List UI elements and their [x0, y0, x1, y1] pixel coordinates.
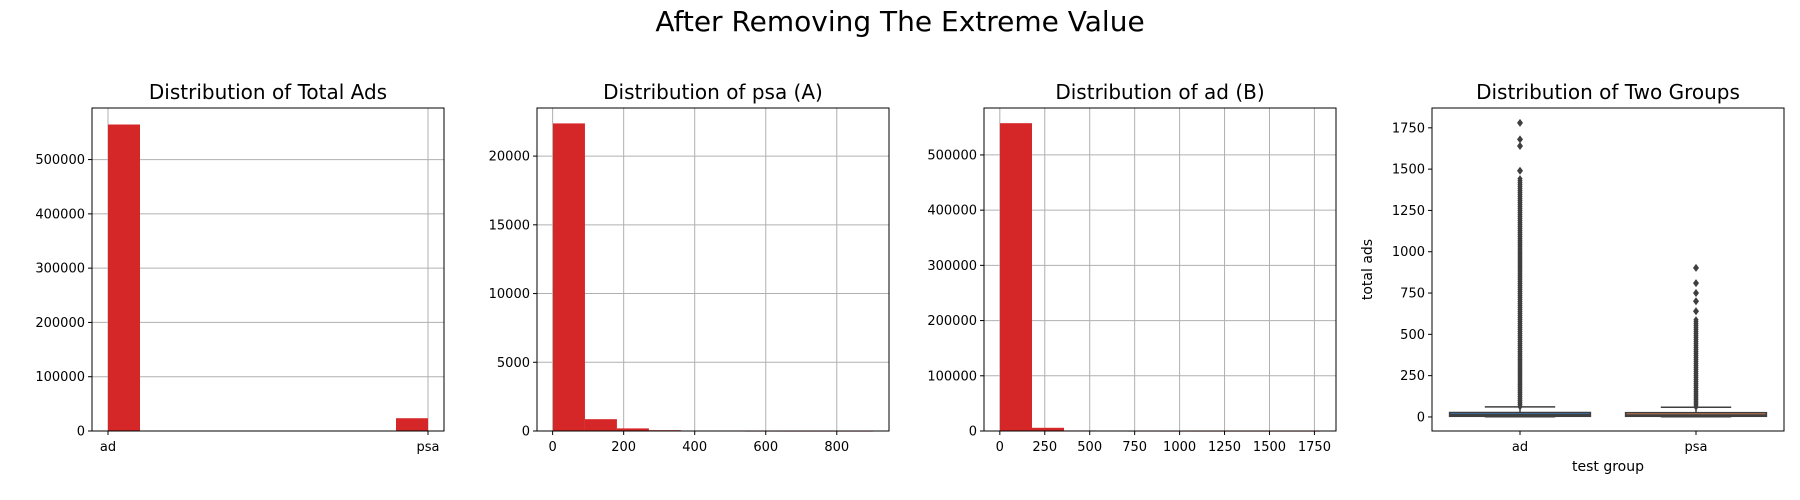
subplot-2: 0 5000 10000 15000 20000 0 200 400 600 800 Distrib…: [489, 80, 890, 455]
histogram-bar: [1032, 427, 1064, 431]
subplot-title: Distribution of Two Groups: [1476, 80, 1740, 104]
histogram-bar: [584, 419, 617, 431]
y-tick-label: 200000: [35, 316, 85, 331]
y-tick-label: 750: [1400, 287, 1425, 302]
x-tick-label: ad: [1512, 440, 1528, 455]
x-tick-label: 0: [548, 440, 556, 455]
y-tick-label: 500000: [927, 148, 977, 163]
y-tick-label: 0: [1417, 410, 1425, 425]
x-axis-label: test group: [1572, 459, 1644, 475]
x-tick-label: 800: [824, 440, 849, 455]
y-tick-label: 100000: [35, 370, 85, 385]
outlier-point: [1517, 175, 1523, 183]
x-tick-label: 1500: [1253, 440, 1286, 455]
x-tick-label: 400: [682, 440, 707, 455]
box-psa: [1624, 263, 1768, 418]
x-tick-label: psa: [1685, 440, 1708, 455]
outlier-point: [1693, 316, 1699, 324]
plot-frame: [983, 107, 1337, 432]
subplot-title: Distribution of Total Ads: [149, 80, 387, 104]
outlier-point: [1517, 118, 1523, 127]
y-tick-label: 10000: [489, 287, 530, 302]
x-tick-label: 750: [1122, 440, 1147, 455]
outlier-point: [1693, 289, 1699, 298]
y-tick-label: 250: [1400, 369, 1425, 384]
y-tick-label: 1500: [1392, 163, 1425, 178]
x-tick-label: 1750: [1298, 440, 1331, 455]
histogram-bar: [1000, 123, 1032, 431]
figure-title: After Removing The Extreme Value: [655, 5, 1144, 38]
outlier-point: [1693, 297, 1699, 306]
y-tick-label: 100000: [927, 369, 977, 384]
histogram-bar: [108, 124, 140, 431]
histogram-bar: [616, 428, 649, 431]
y-tick-label: 20000: [489, 150, 530, 165]
y-tick-label: 1000: [1392, 245, 1425, 260]
x-tick-label: psa: [417, 440, 440, 455]
outlier-point: [1693, 307, 1699, 316]
y-tick-label: 0: [522, 425, 530, 440]
x-tick-label: 250: [1032, 440, 1057, 455]
x-tick-label: 500: [1077, 440, 1102, 455]
plot-frame: [91, 107, 445, 432]
x-tick-label: ad: [100, 440, 116, 455]
subplot-title: Distribution of psa (A): [603, 80, 823, 104]
y-axis-label: total ads: [1360, 239, 1376, 300]
outlier-point: [1693, 263, 1699, 272]
plot-frame: [536, 107, 890, 432]
y-tick-label: 500000: [35, 153, 85, 168]
outlier-point: [1517, 166, 1523, 175]
outlier-point: [1517, 142, 1523, 150]
subplot-3: 0 100000 200000 300000 400000 500000 0 250 500 75…: [927, 80, 1337, 455]
x-tick-label: 1000: [1163, 440, 1196, 455]
x-tick-label: 600: [753, 440, 778, 455]
y-tick-label: 0: [969, 425, 977, 440]
x-tick-label: 200: [611, 440, 636, 455]
y-tick-label: 1750: [1392, 121, 1425, 136]
y-tick-label: 15000: [489, 218, 530, 233]
outlier-point: [1693, 279, 1699, 288]
x-tick-label: 1250: [1208, 440, 1241, 455]
y-tick-label: 5000: [497, 356, 530, 371]
plot-frame: [1431, 107, 1785, 432]
box-ad: [1448, 118, 1592, 418]
subplot-4: 0 250 500 750 1000 1250 1500 1750 ad psa test grou…: [1360, 80, 1785, 475]
y-tick-label: 0: [77, 425, 85, 440]
y-tick-label: 400000: [35, 207, 85, 222]
subplot-1: 0 100000 200000 300000 400000 500000 ad psa Dist…: [35, 80, 445, 455]
y-tick-label: 200000: [927, 314, 977, 329]
histogram-bar: [552, 123, 585, 431]
outlier-point: [1517, 135, 1523, 144]
histogram-bar: [396, 418, 428, 431]
y-tick-label: 1250: [1392, 204, 1425, 219]
y-tick-label: 300000: [927, 259, 977, 274]
x-tick-label: 0: [996, 440, 1004, 455]
subplot-title: Distribution of ad (B): [1055, 80, 1264, 104]
y-tick-label: 400000: [927, 204, 977, 219]
y-tick-label: 300000: [35, 262, 85, 277]
y-tick-label: 500: [1400, 328, 1425, 343]
